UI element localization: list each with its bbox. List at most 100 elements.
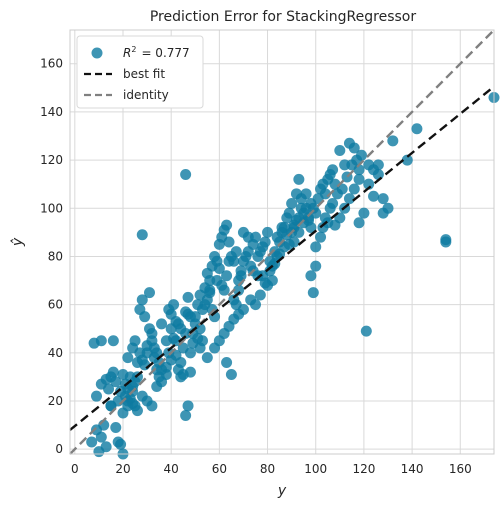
legend-box — [76, 35, 204, 109]
data-point — [360, 325, 372, 337]
x-tick-label: 60 — [212, 462, 227, 476]
data-point — [156, 318, 168, 330]
data-point — [175, 371, 187, 383]
data-point — [175, 323, 187, 335]
data-point — [230, 246, 242, 258]
data-point — [387, 135, 399, 147]
data-point — [259, 277, 271, 289]
data-point — [327, 164, 339, 176]
scatter-points — [86, 91, 500, 460]
data-point — [105, 400, 117, 412]
data-point — [194, 342, 206, 354]
data-point — [115, 385, 127, 397]
data-point — [129, 335, 141, 347]
data-point — [187, 328, 199, 340]
y-tick-label: 40 — [48, 346, 63, 360]
data-point — [197, 303, 208, 315]
x-tick-label: 100 — [304, 462, 327, 476]
data-point — [300, 188, 312, 200]
data-point — [204, 284, 216, 296]
chart-title: Prediction Error for StackingRegressor — [150, 9, 416, 25]
x-tick-label: 120 — [352, 462, 375, 476]
data-point — [250, 299, 261, 311]
identity-line — [69, 29, 495, 455]
data-point — [182, 400, 194, 412]
data-point — [182, 291, 194, 303]
data-point — [146, 328, 158, 340]
data-point — [377, 193, 389, 205]
legend-r2-superscript: 2 — [131, 45, 136, 54]
data-point — [107, 335, 119, 347]
data-point — [343, 193, 355, 205]
data-point — [377, 207, 389, 219]
data-point — [233, 284, 245, 296]
data-point — [221, 270, 233, 282]
data-point — [170, 335, 182, 347]
data-point — [122, 400, 134, 412]
data-point — [322, 217, 334, 229]
data-point — [170, 349, 182, 361]
data-point — [218, 284, 230, 296]
y-tick-label: 80 — [48, 249, 63, 263]
data-point — [95, 378, 107, 390]
data-point — [288, 236, 300, 248]
x-axis-ticks: 0 20 40 60 80 100 120 140 160 — [71, 462, 472, 476]
data-point — [105, 371, 117, 383]
x-tick-label: 140 — [401, 462, 424, 476]
y-tick-label: 120 — [40, 153, 63, 167]
data-point — [303, 212, 314, 224]
data-point — [252, 250, 264, 262]
data-point — [235, 270, 247, 282]
data-point — [327, 197, 339, 209]
data-point — [356, 149, 367, 161]
legend-label-best-fit: best fit — [123, 67, 165, 81]
data-point — [286, 197, 298, 209]
legend-r2-value: = 0.777 — [141, 46, 189, 60]
data-point — [151, 364, 163, 376]
data-point — [91, 390, 102, 402]
x-tick-label: 40 — [164, 462, 179, 476]
data-point — [242, 231, 254, 243]
data-point — [315, 231, 327, 243]
data-point — [262, 226, 274, 238]
data-point — [100, 441, 112, 453]
data-point — [180, 409, 192, 421]
data-point — [363, 178, 375, 190]
data-point — [86, 436, 98, 448]
data-point — [225, 369, 237, 380]
data-point — [110, 422, 122, 433]
data-point — [411, 123, 423, 135]
data-point — [254, 289, 266, 301]
x-tick-label: 20 — [115, 462, 130, 476]
x-tick-label: 80 — [260, 462, 275, 476]
data-point — [95, 431, 107, 443]
reference-lines — [69, 29, 495, 455]
data-point — [115, 438, 127, 450]
y-axis-label: ŷ — [10, 237, 26, 247]
data-point — [358, 207, 370, 219]
data-point — [228, 255, 240, 267]
data-point — [276, 222, 288, 234]
data-point — [293, 173, 305, 185]
data-point — [160, 369, 172, 380]
data-point — [168, 299, 180, 311]
data-point — [144, 287, 155, 299]
data-point — [184, 366, 196, 378]
data-point — [136, 229, 148, 241]
data-point — [336, 183, 348, 195]
y-tick-label: 20 — [48, 394, 63, 408]
plot-frame — [69, 29, 495, 455]
y-tick-label: 140 — [40, 105, 63, 119]
data-point — [148, 342, 160, 354]
data-point — [283, 207, 295, 219]
data-point — [201, 267, 213, 279]
data-point — [146, 400, 158, 412]
legend-label-r2: R2 = 0.777 — [123, 45, 190, 60]
data-point — [334, 144, 346, 156]
data-point — [348, 183, 360, 195]
data-point — [122, 352, 134, 364]
data-point — [305, 270, 317, 282]
data-point — [184, 347, 196, 359]
data-point — [221, 356, 233, 368]
